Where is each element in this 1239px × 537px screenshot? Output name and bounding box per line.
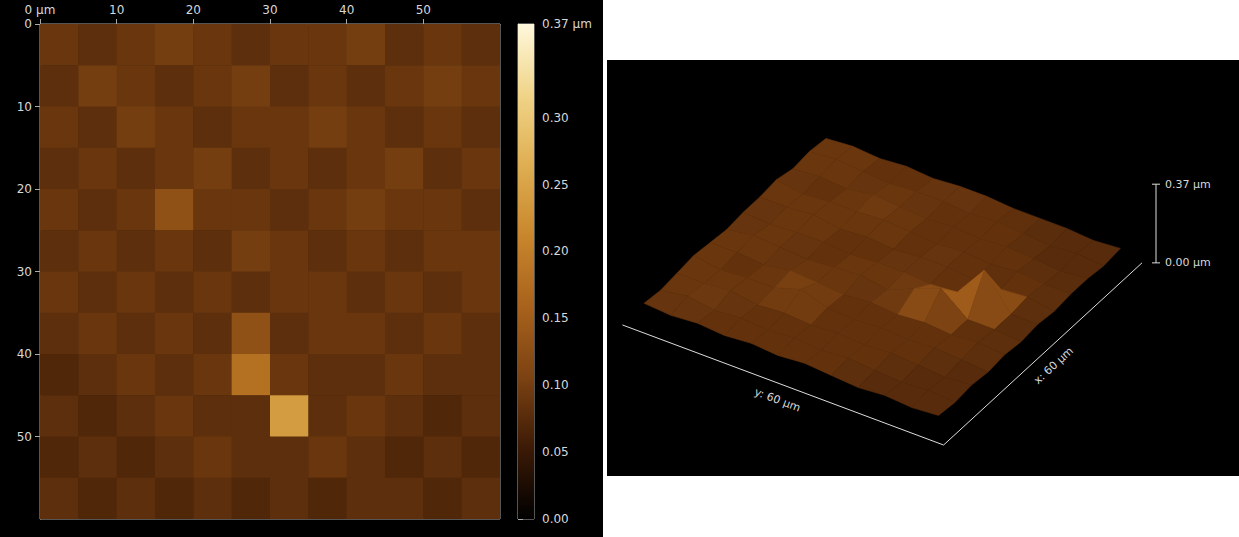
- svg-text:0.00 µm: 0.00 µm: [1165, 256, 1211, 269]
- svg-text:40: 40: [339, 3, 354, 17]
- svg-text:40: 40: [17, 347, 32, 361]
- svg-text:30: 30: [17, 265, 32, 279]
- svg-text:0.15: 0.15: [542, 311, 569, 325]
- svg-text:0.20: 0.20: [542, 244, 569, 258]
- svg-text:y: 60 µm: y: 60 µm: [753, 385, 803, 414]
- svg-text:x: 60 µm: x: 60 µm: [1031, 344, 1076, 387]
- svg-text:30: 30: [262, 3, 277, 17]
- svg-text:0.30: 0.30: [542, 111, 569, 125]
- svg-text:10: 10: [17, 100, 32, 114]
- svg-text:50: 50: [17, 430, 32, 444]
- svg-text:0.25: 0.25: [542, 178, 569, 192]
- svg-text:0: 0: [24, 17, 32, 31]
- svg-text:0.00: 0.00: [542, 512, 569, 526]
- svg-text:20: 20: [186, 3, 201, 17]
- svg-text:0.05: 0.05: [542, 445, 569, 459]
- svg-text:20: 20: [17, 182, 32, 196]
- svg-text:10: 10: [109, 3, 124, 17]
- svg-text:0.10: 0.10: [542, 378, 569, 392]
- svg-text:0.37 µm: 0.37 µm: [1165, 178, 1211, 191]
- svg-text:0.37 µm: 0.37 µm: [542, 17, 592, 31]
- svg-text:0 µm: 0 µm: [25, 3, 56, 17]
- svg-text:50: 50: [416, 3, 431, 17]
